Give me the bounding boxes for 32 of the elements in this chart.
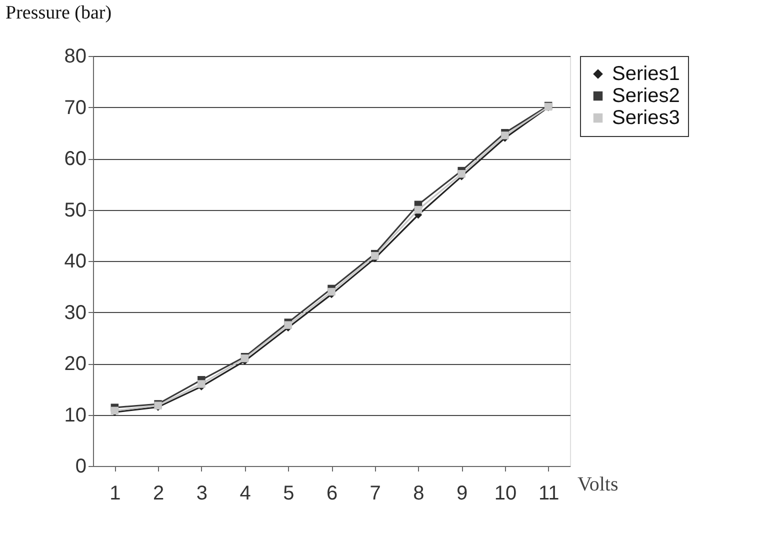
y-tick-label: 0 bbox=[75, 456, 86, 478]
x-tick-label: 2 bbox=[152, 482, 164, 504]
point bbox=[198, 380, 206, 388]
point bbox=[501, 132, 509, 140]
y-tick-label: 70 bbox=[64, 96, 86, 119]
x-axis-title: Volts bbox=[578, 474, 618, 496]
y-tick-label: 30 bbox=[64, 302, 86, 324]
y-tick-label: 60 bbox=[64, 148, 86, 170]
y-tick-label: 80 bbox=[64, 46, 86, 68]
legend-label: Series1 bbox=[612, 63, 680, 85]
point bbox=[284, 321, 292, 329]
x-tick-label: 10 bbox=[494, 482, 517, 504]
point bbox=[414, 206, 422, 214]
x-tick-label: 5 bbox=[283, 482, 294, 504]
legend-label: Series3 bbox=[612, 107, 680, 129]
point bbox=[370, 252, 379, 260]
x-tick-label: 6 bbox=[326, 482, 338, 504]
x-tick-label: 8 bbox=[413, 482, 424, 504]
y-tick-label: 40 bbox=[64, 250, 86, 272]
x-tick-label: 9 bbox=[456, 482, 468, 504]
x-tick-label: 3 bbox=[196, 482, 208, 504]
y-tick-label: 50 bbox=[64, 199, 86, 222]
x-tick-label: 1 bbox=[110, 482, 121, 504]
x-tick-label: 11 bbox=[538, 482, 560, 504]
legend-label: Series2 bbox=[612, 85, 680, 107]
y-tick-label: 20 bbox=[64, 353, 86, 375]
y-axis-title: Pressure (bar) bbox=[6, 2, 112, 24]
point bbox=[458, 170, 466, 178]
x-tick-label: 4 bbox=[240, 482, 251, 504]
x-tick-label: 7 bbox=[370, 482, 381, 504]
point bbox=[328, 288, 336, 296]
y-tick-label: 10 bbox=[64, 404, 86, 426]
